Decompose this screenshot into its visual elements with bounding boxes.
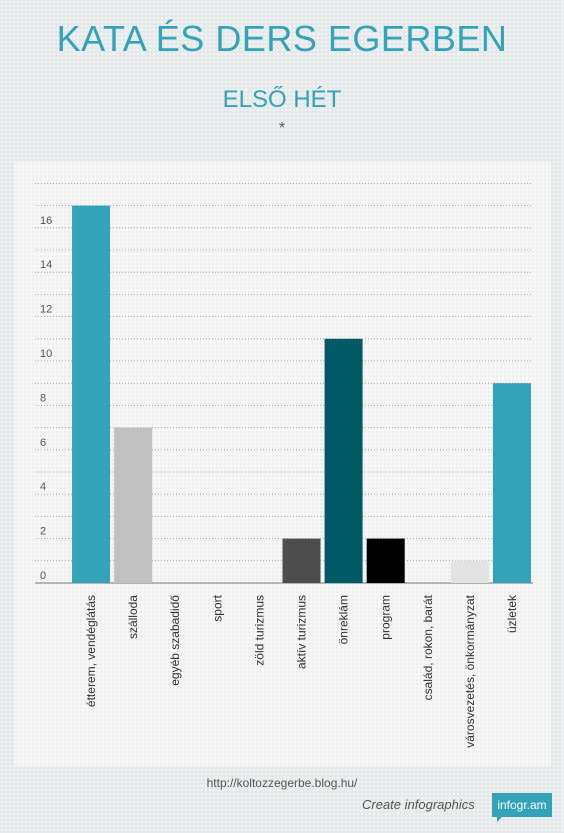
bar-6[interactable]	[324, 338, 363, 583]
page-title: KATA ÉS DERS EGERBEN	[56, 18, 508, 59]
bars	[72, 205, 531, 583]
create-infographics-link[interactable]: Create infographics	[362, 797, 475, 812]
x-category-label: üzletek	[505, 594, 519, 633]
x-category-label: program	[379, 595, 393, 640]
y-tick-label: 14	[40, 259, 52, 271]
y-tick-label: 0	[40, 570, 46, 582]
x-axis-labels: étterem, vendéglátás szálloda egyéb szabad…	[84, 594, 519, 748]
x-category-label: önreklám	[337, 595, 351, 644]
y-tick-label: 2	[40, 526, 46, 538]
bar-7[interactable]	[366, 538, 405, 583]
infogram-badge[interactable]: infogr.am	[492, 793, 552, 817]
bar-5[interactable]	[282, 538, 321, 583]
x-category-label: szálloda	[126, 595, 140, 639]
page-subtitle: ELSŐ HÉT	[222, 86, 342, 113]
bar-0[interactable]	[72, 205, 111, 583]
chart-panel: 0 2 4 6 8 10 12 14 16 étterem, vendéglátás szállo…	[15, 162, 551, 766]
y-tick-label: 8	[40, 392, 46, 404]
bar-chart: 0 2 4 6 8 10 12 14 16 étterem, vendéglátás szállo…	[35, 182, 533, 748]
y-tick-label: 6	[40, 437, 46, 449]
x-category-label: étterem, vendéglátás	[84, 595, 98, 707]
x-category-label: városvezetés, önkormányzat	[463, 594, 477, 747]
y-axis-ticks: 0 2 4 6 8 10 12 14 16	[40, 215, 52, 582]
bar-1[interactable]	[114, 427, 153, 583]
y-tick-label: 4	[40, 481, 46, 493]
y-tick-label: 10	[40, 348, 52, 360]
x-category-label: zöld turizmus	[252, 595, 266, 666]
x-category-label: sport	[210, 594, 224, 621]
y-tick-label: 16	[40, 215, 52, 227]
bar-9[interactable]	[450, 560, 489, 583]
source-url[interactable]: http://koltozzegerbe.blog.hu/	[206, 776, 358, 790]
bar-10[interactable]	[492, 383, 531, 583]
x-category-label: aktív turizmus	[295, 595, 309, 669]
x-category-label: egyéb szabadidő	[168, 595, 182, 686]
asterisk-separator: *	[278, 120, 286, 137]
badge-tail-shape	[497, 816, 503, 822]
y-tick-label: 12	[40, 304, 52, 316]
x-category-label: család, rokon, barát	[421, 594, 435, 700]
